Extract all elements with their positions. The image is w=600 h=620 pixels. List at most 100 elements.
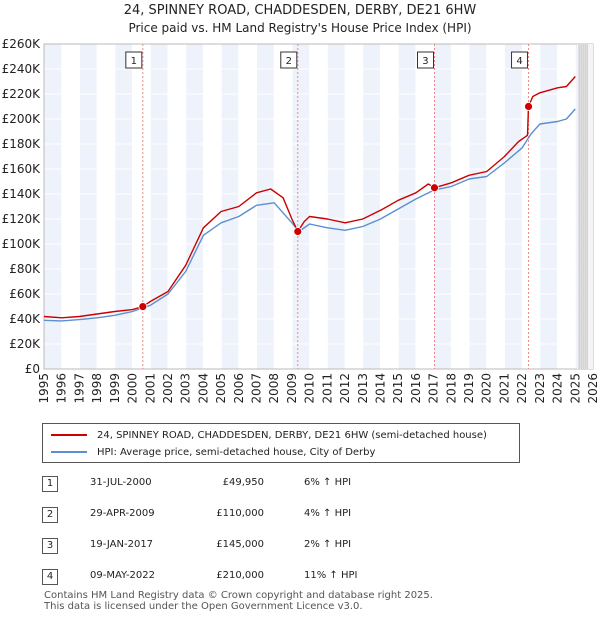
transaction-price: £210,000 bbox=[216, 570, 264, 581]
x-tick-label: 2018 bbox=[444, 373, 458, 404]
transaction-number: 1 bbox=[42, 476, 58, 492]
chart-title-address: 24, SPINNEY ROAD, CHADDESDEN, DERBY, DE2… bbox=[123, 3, 477, 18]
x-tick-label: 2014 bbox=[373, 373, 387, 404]
transaction-date: 29-APR-2009 bbox=[90, 508, 155, 519]
year-band bbox=[185, 44, 204, 369]
y-tick-label: £260K bbox=[2, 37, 42, 51]
x-tick-label: 2024 bbox=[551, 373, 565, 404]
price-chart: 1 2 3 4 £0 £20K £40K £60K £80K £100K £120K £140K £1… bbox=[2, 37, 600, 404]
y-tick-label: £60K bbox=[9, 287, 41, 301]
x-tick-label: 2009 bbox=[285, 373, 299, 404]
x-tick-label: 2000 bbox=[126, 373, 140, 404]
property-price-line bbox=[43, 76, 576, 319]
year-band bbox=[256, 44, 275, 369]
x-tick-label: 2022 bbox=[515, 373, 529, 404]
sale-3-marker-label: 3 bbox=[422, 56, 428, 67]
legend-swatch-property bbox=[51, 434, 87, 436]
sale-2-point bbox=[293, 227, 303, 236]
footer: Contains HM Land Registry data © Crown c… bbox=[44, 590, 433, 612]
year-band bbox=[362, 44, 381, 369]
y-tick-label: £240K bbox=[2, 62, 42, 76]
legend-label-hpi: HPI: Average price, semi-detached house,… bbox=[97, 446, 376, 458]
transaction-date: 31-JUL-2000 bbox=[90, 477, 152, 488]
y-tick-label: £20K bbox=[9, 337, 41, 351]
sale-3-point bbox=[430, 183, 439, 193]
transaction-hpi: 11% ↑ HPI bbox=[304, 570, 358, 581]
year-band bbox=[469, 44, 487, 369]
x-tick-label: 2020 bbox=[480, 373, 494, 404]
y-tick-label: £220K bbox=[2, 87, 42, 101]
sale-1-point bbox=[138, 302, 148, 311]
sale-2-marker-label: 2 bbox=[286, 56, 292, 67]
y-tick-label: £180K bbox=[2, 137, 42, 151]
year-band bbox=[327, 44, 346, 369]
x-tick-label: 2003 bbox=[179, 373, 193, 404]
transaction-price: £49,950 bbox=[222, 477, 264, 488]
x-tick-label: 1997 bbox=[72, 373, 86, 404]
year-band bbox=[79, 44, 98, 369]
transaction-date: 19-JAN-2017 bbox=[90, 539, 154, 550]
legend-item-hpi: HPI: Average price, semi-detached house,… bbox=[51, 444, 375, 460]
x-tick-label: 1999 bbox=[108, 373, 122, 404]
sale-4-marker bbox=[511, 51, 529, 69]
x-tick-label: 2001 bbox=[143, 373, 157, 404]
x-tick-label: 2026 bbox=[586, 373, 600, 404]
x-tick-label: 2012 bbox=[338, 373, 352, 404]
x-tick-label: 2021 bbox=[497, 373, 511, 404]
y-tick-label: £0 bbox=[25, 362, 40, 376]
year-band bbox=[291, 44, 310, 369]
year-band bbox=[433, 44, 452, 369]
table-row: 3 19-JAN-2017 £145,000 2% ↑ HPI bbox=[42, 536, 562, 567]
transaction-number: 2 bbox=[42, 507, 58, 523]
table-row: 1 31-JUL-2000 £49,950 6% ↑ HPI bbox=[42, 474, 562, 505]
x-tick-label: 2025 bbox=[568, 373, 582, 404]
x-tick-label: 2017 bbox=[427, 373, 441, 404]
x-tick-label: 1995 bbox=[37, 373, 51, 404]
x-tick-label: 2023 bbox=[533, 373, 547, 404]
x-tick-label: 2002 bbox=[161, 373, 175, 404]
x-tick-label: 2016 bbox=[409, 373, 423, 404]
y-tick-label: £80K bbox=[9, 262, 41, 276]
sale-1-marker bbox=[125, 51, 143, 69]
year-band bbox=[114, 44, 133, 369]
transactions-table: 1 31-JUL-2000 £49,950 6% ↑ HPI 2 29-APR-… bbox=[42, 474, 562, 598]
chart-subtitle: Price paid vs. HM Land Registry's House … bbox=[128, 21, 472, 35]
footer-copyright: Contains HM Land Registry data © Crown c… bbox=[44, 590, 433, 601]
x-tick-label: 2007 bbox=[250, 373, 264, 404]
sale-3-marker bbox=[416, 51, 434, 69]
x-tick-label: 2010 bbox=[303, 373, 317, 404]
transaction-number: 4 bbox=[42, 569, 58, 585]
transaction-price: £145,000 bbox=[216, 539, 264, 550]
sale-4-marker-label: 4 bbox=[516, 56, 522, 67]
table-row: 4 09-MAY-2022 £210,000 11% ↑ HPI bbox=[42, 567, 562, 598]
legend-label-property: 24, SPINNEY ROAD, CHADDESDEN, DERBY, DE2… bbox=[97, 429, 487, 441]
sale-4-point bbox=[524, 102, 533, 111]
x-tick-label: 1998 bbox=[90, 373, 104, 404]
x-tick-label: 2011 bbox=[320, 373, 334, 404]
legend-item-property: 24, SPINNEY ROAD, CHADDESDEN, DERBY, DE2… bbox=[51, 427, 487, 443]
year-band bbox=[398, 44, 416, 369]
y-tick-label: £200K bbox=[2, 112, 42, 126]
y-tick-label: £160K bbox=[2, 162, 42, 176]
sale-1-marker-label: 1 bbox=[131, 56, 137, 67]
x-tick-label: 1996 bbox=[55, 373, 69, 404]
x-tick-label: 2005 bbox=[214, 373, 228, 404]
transaction-price: £110,000 bbox=[216, 508, 264, 519]
year-band bbox=[150, 44, 168, 369]
transaction-number: 3 bbox=[42, 538, 58, 554]
y-tick-label: £140K bbox=[2, 187, 42, 201]
transaction-hpi: 6% ↑ HPI bbox=[304, 477, 352, 488]
transaction-hpi: 2% ↑ HPI bbox=[304, 539, 352, 550]
x-tick-label: 2019 bbox=[462, 373, 476, 404]
year-band bbox=[221, 44, 239, 369]
y-tick-label: £40K bbox=[9, 312, 41, 326]
x-tick-label: 2015 bbox=[391, 373, 405, 404]
y-tick-label: £120K bbox=[2, 212, 42, 226]
footer-licence: This data is licensed under the Open Gov… bbox=[44, 601, 363, 612]
sale-2-marker bbox=[280, 51, 298, 69]
x-tick-label: 2013 bbox=[356, 373, 370, 404]
legend-swatch-hpi bbox=[51, 451, 87, 453]
x-tick-label: 2004 bbox=[196, 373, 210, 404]
x-tick-label: 2006 bbox=[232, 373, 246, 404]
year-band bbox=[44, 44, 62, 369]
